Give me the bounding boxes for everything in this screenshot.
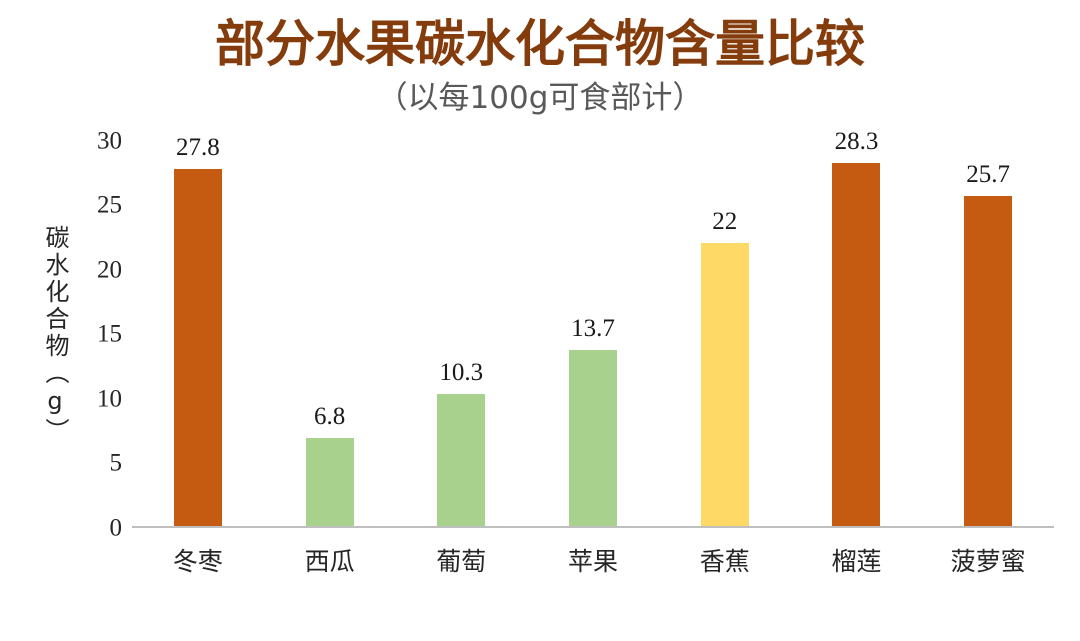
- x-category-label: 香蕉: [699, 546, 750, 576]
- bar-group: 22 香蕉: [659, 141, 791, 575]
- bar: [173, 168, 222, 526]
- y-tick-label: 15: [97, 320, 122, 348]
- bar-group: 25.7 菠萝蜜: [922, 141, 1054, 576]
- y-tick-label: 0: [109, 514, 123, 542]
- bar-value-label: 28.3: [834, 127, 879, 155]
- y-tick-label: 5: [109, 449, 123, 477]
- bar-group: 28.3 榴莲: [791, 129, 923, 576]
- chart-body: 碳水化合物（g） 0 5 10 15 20 25 30 27.8 冬枣 6.8 西瓜 10.3 葡萄 1…: [0, 128, 1080, 591]
- bar-value-label: 22: [712, 208, 738, 236]
- y-tick-label: 25: [97, 191, 122, 219]
- bar-value-label: 13.7: [571, 314, 615, 342]
- bar-value-label: 6.8: [313, 403, 346, 431]
- bar-group: 10.3 葡萄: [395, 141, 527, 576]
- x-category-label: 苹果: [568, 546, 619, 576]
- y-axis-title: 碳水化合物（g）: [41, 224, 69, 445]
- chart-subtitle: （以每100g可食部计）: [376, 79, 704, 116]
- bar: [832, 162, 881, 526]
- x-category-label: 菠萝蜜: [950, 546, 1026, 576]
- y-tick-label: 30: [97, 127, 122, 155]
- bar: [569, 349, 618, 526]
- x-category-label: 葡萄: [436, 546, 487, 576]
- y-tick-label: 20: [97, 256, 122, 284]
- bar: [305, 438, 354, 526]
- chart-title: 部分水果碳水化合物含量比较: [215, 15, 865, 73]
- bar-value-label: 27.8: [175, 133, 220, 161]
- x-category-label: 榴莲: [831, 546, 882, 576]
- bar-group: 27.8 冬枣: [132, 135, 264, 576]
- bar-value-label: 10.3: [439, 358, 484, 386]
- bar-group: 6.8 西瓜: [264, 141, 396, 575]
- bar: [437, 393, 486, 526]
- x-category-label: 冬枣: [172, 546, 223, 576]
- x-category-label: 西瓜: [304, 546, 355, 576]
- y-tick-label: 10: [97, 385, 122, 413]
- y-axis-ticks: 0 5 10 15 20 25 30: [0, 128, 123, 540]
- bar-group: 13.7 苹果: [527, 141, 659, 576]
- plot-area: 27.8 冬枣 6.8 西瓜 10.3 葡萄 13.7 苹果 22 香蕉 28.3 榴莲 25.7 菠萝蜜: [132, 129, 1054, 576]
- bar: [700, 243, 749, 526]
- bar-value-label: 25.7: [966, 160, 1011, 188]
- bar: [964, 195, 1013, 526]
